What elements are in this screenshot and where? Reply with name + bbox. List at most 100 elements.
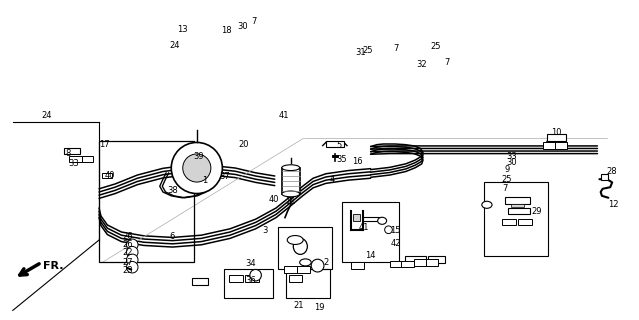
Bar [502, 219, 516, 225]
Circle shape [127, 246, 138, 258]
Bar [297, 266, 310, 273]
Text: 9: 9 [504, 165, 509, 174]
Text: 35: 35 [336, 155, 346, 164]
Bar [414, 259, 427, 266]
Bar [505, 197, 530, 204]
Text: 3: 3 [263, 226, 268, 235]
Text: 17: 17 [99, 140, 109, 148]
Ellipse shape [287, 236, 304, 244]
Text: 14: 14 [366, 252, 376, 260]
Ellipse shape [293, 238, 307, 254]
Circle shape [250, 269, 261, 281]
Ellipse shape [378, 217, 387, 224]
Bar [428, 256, 445, 263]
Bar [484, 182, 548, 256]
Text: 15: 15 [390, 226, 400, 235]
Bar [69, 156, 82, 162]
Text: 25: 25 [502, 175, 512, 184]
Ellipse shape [282, 165, 300, 171]
Bar [286, 269, 330, 298]
Text: 33: 33 [68, 159, 79, 168]
Text: 7: 7 [445, 58, 450, 67]
Circle shape [311, 259, 324, 272]
Ellipse shape [482, 201, 492, 208]
Bar [401, 261, 414, 267]
Text: 30: 30 [506, 158, 516, 167]
Text: 41: 41 [279, 111, 289, 120]
Bar [342, 202, 399, 262]
Bar [547, 134, 566, 141]
Text: 1: 1 [202, 176, 207, 185]
Text: 34: 34 [245, 259, 256, 268]
Text: 25: 25 [363, 46, 373, 55]
Text: 39: 39 [194, 152, 204, 161]
Bar [245, 275, 259, 282]
Text: 41: 41 [359, 223, 369, 232]
Text: 7: 7 [502, 184, 507, 193]
Bar [353, 214, 360, 221]
Text: 31: 31 [356, 48, 366, 57]
Text: 18: 18 [222, 26, 232, 35]
Bar [405, 256, 426, 263]
Text: 8: 8 [66, 149, 71, 158]
Bar [332, 155, 338, 157]
Bar [284, 266, 297, 273]
Text: 16: 16 [353, 157, 363, 166]
Text: 37: 37 [220, 172, 230, 181]
Bar [64, 148, 80, 154]
Circle shape [385, 226, 392, 234]
Text: FR.: FR. [43, 260, 64, 271]
Text: 11: 11 [285, 197, 295, 206]
Circle shape [127, 239, 138, 251]
Text: 40: 40 [269, 195, 279, 204]
Bar [426, 259, 438, 266]
Bar [543, 142, 556, 149]
Text: 27: 27 [123, 258, 133, 267]
Bar [192, 278, 208, 285]
Text: 26: 26 [123, 240, 133, 249]
Text: 25: 25 [431, 42, 441, 51]
Text: 26: 26 [123, 232, 133, 241]
Circle shape [127, 254, 138, 266]
Bar [224, 269, 273, 298]
Bar [326, 141, 344, 147]
Text: 23: 23 [123, 266, 133, 275]
Bar [229, 275, 243, 282]
Text: 4: 4 [330, 175, 335, 184]
Text: 5: 5 [336, 141, 341, 150]
Text: 21: 21 [294, 301, 304, 310]
Text: 7: 7 [394, 44, 399, 52]
Bar [511, 204, 524, 207]
Text: 38: 38 [167, 186, 178, 195]
Text: 19: 19 [314, 303, 325, 312]
Text: 24: 24 [42, 111, 52, 120]
Bar [555, 142, 567, 149]
Bar [289, 275, 302, 282]
Text: 6: 6 [170, 232, 175, 241]
Circle shape [183, 154, 211, 182]
Bar [99, 141, 194, 262]
Bar [390, 261, 403, 267]
Text: 13: 13 [177, 25, 187, 34]
Ellipse shape [282, 191, 300, 197]
Circle shape [171, 142, 222, 194]
Text: 12: 12 [608, 200, 619, 209]
Circle shape [127, 261, 138, 273]
Text: 7: 7 [252, 17, 257, 26]
Text: 20: 20 [239, 140, 249, 148]
Bar [282, 168, 300, 194]
Bar [278, 227, 332, 269]
Text: 40: 40 [105, 171, 115, 180]
Text: 10: 10 [551, 128, 561, 137]
Text: 24: 24 [170, 41, 180, 50]
Bar [82, 156, 93, 162]
Text: 22: 22 [123, 248, 133, 257]
Bar [363, 217, 381, 221]
Text: 29: 29 [532, 207, 542, 216]
Bar [518, 219, 532, 225]
Text: 32: 32 [417, 60, 427, 68]
Bar [508, 208, 530, 214]
Text: 33: 33 [506, 152, 516, 161]
Text: 28: 28 [607, 167, 617, 176]
Text: 36: 36 [245, 276, 256, 285]
